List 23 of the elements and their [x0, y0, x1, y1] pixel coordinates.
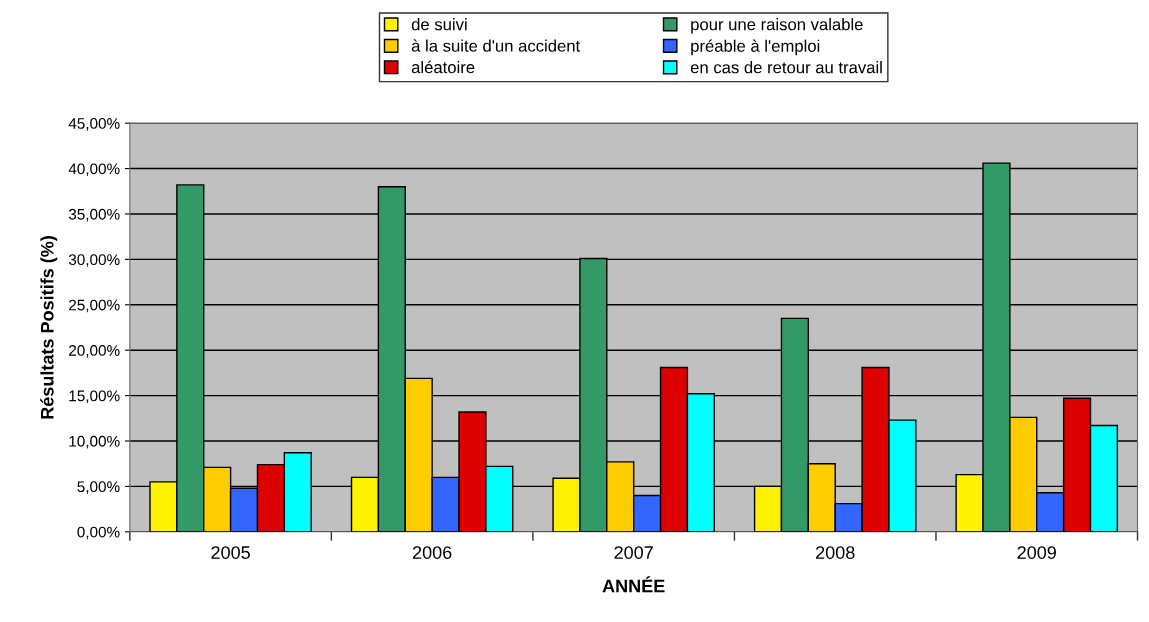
y-tick-label: 35,00%	[68, 208, 120, 222]
y-tick-label: 45,00%	[68, 118, 120, 131]
x-tick-label: 2005	[211, 546, 250, 559]
y-tick-label: 15,00%	[69, 390, 120, 404]
y-axis-title: Résultats Positifs (%)	[40, 236, 58, 419]
y-tick-label: 25,00%	[69, 299, 120, 313]
x-tick-label: 2007	[614, 546, 653, 559]
y-tick-label: 10,00%	[69, 435, 120, 449]
x-tick-label: 2008	[816, 546, 855, 559]
y-tick-label: 30,00%	[68, 254, 120, 267]
y-tick-label: 20,00%	[69, 345, 120, 358]
legend-label: à la suite d'un accident	[411, 39, 581, 52]
legend-label: pour une raison valable	[691, 18, 863, 34]
y-tick-label: 5,00%	[77, 481, 120, 494]
legend-label: aléatoire	[411, 60, 475, 74]
y-tick-label: 0,00%	[77, 526, 120, 540]
legend-label: préable à l'emploi	[691, 39, 820, 56]
x-tick-label: 2006	[412, 546, 452, 559]
x-tick-label: 2009	[1017, 546, 1056, 559]
legend-label: en cas de retour au travail	[690, 61, 882, 74]
y-tick-label: 40,00%	[68, 163, 120, 177]
legend-label: de suivi	[411, 18, 467, 31]
x-axis-title: ANNÉE	[602, 576, 665, 593]
